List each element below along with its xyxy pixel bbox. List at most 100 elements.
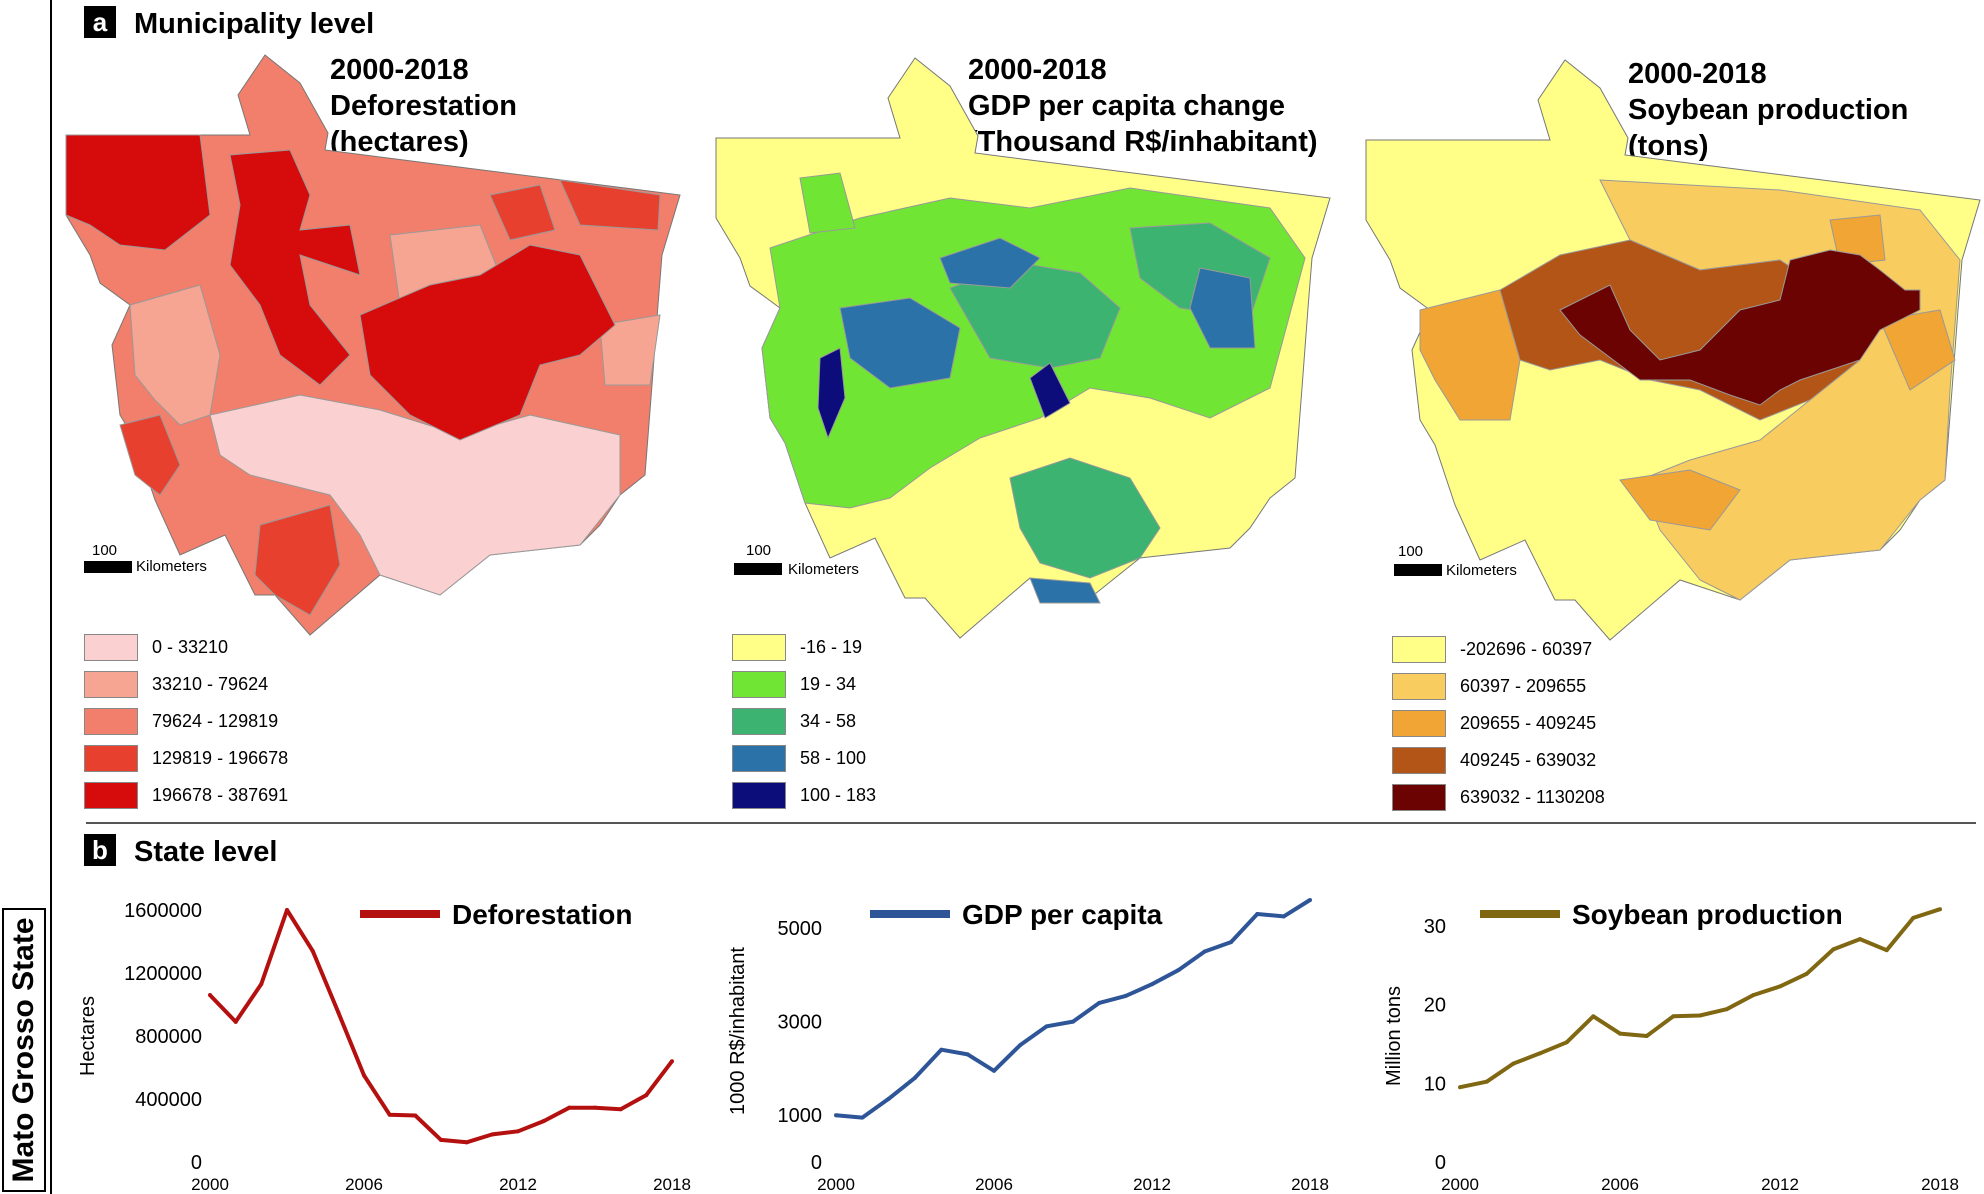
map-title-line: 2000-2018	[968, 54, 1107, 86]
y-tick-label: 10	[1424, 1073, 1446, 1095]
x-tick-label: 2006	[1601, 1175, 1639, 1194]
legend-label: 209655 - 409245	[1460, 713, 1597, 733]
side-label: Mato Grosso State	[7, 917, 40, 1183]
section-b-badge: b	[84, 834, 116, 866]
data-point	[1150, 982, 1154, 987]
map-title-line: 2000-2018	[1628, 58, 1767, 90]
scale-bar	[734, 563, 782, 575]
data-point	[567, 1105, 572, 1110]
data-point	[965, 1052, 970, 1057]
legend-swatch	[1392, 710, 1446, 737]
data-point	[1538, 1051, 1542, 1056]
series-line	[1459, 907, 1941, 1090]
y-tick-label: 0	[191, 1152, 202, 1174]
map-title-line: GDP per capita change	[968, 90, 1285, 122]
data-point	[1255, 912, 1260, 917]
data-point	[1618, 1031, 1622, 1036]
data-point	[1591, 1014, 1596, 1019]
data-point	[259, 982, 264, 987]
map-deforestation	[65, 54, 681, 636]
y-tick-label: 0	[1435, 1152, 1446, 1174]
map-title-line: Deforestation	[330, 90, 517, 122]
x-tick-label: 2000	[1441, 1175, 1479, 1194]
y-tick-label: 0	[811, 1152, 822, 1174]
region-mid	[599, 314, 661, 386]
chart-deforestation: 0 400000 800000 1200000 1600000 2000 2006 2012 2…	[77, 899, 691, 1194]
data-point	[1831, 947, 1836, 952]
region-blue	[1189, 267, 1256, 349]
data-point	[1724, 1007, 1729, 1012]
legend-swatch	[1392, 784, 1446, 811]
legend-swatch	[84, 782, 138, 809]
data-point	[1044, 1024, 1049, 1029]
legend-label: 19 - 34	[800, 674, 857, 694]
y-tick-label: 1000	[778, 1105, 823, 1127]
data-point	[644, 1093, 649, 1098]
data-point	[1308, 898, 1312, 902]
data-point	[1097, 1000, 1102, 1005]
legend-swatch	[84, 671, 138, 698]
scale-unit: Kilometers	[788, 561, 859, 578]
x-tick-label: 2018	[653, 1175, 691, 1194]
legend-label: 129819 - 196678	[152, 748, 289, 768]
region-navy	[817, 347, 846, 440]
region-orange	[1879, 309, 1956, 391]
region-mid	[129, 284, 221, 426]
section-a-badge: a	[84, 6, 116, 38]
data-point	[208, 993, 212, 998]
data-point	[1938, 907, 1942, 912]
map-title-line: (Thousand R$/inhabitant)	[968, 126, 1318, 158]
data-point	[1858, 937, 1862, 942]
map-title-line: 2000-2018	[330, 54, 469, 86]
data-point	[1484, 1079, 1489, 1084]
legend-label: 60397 - 209655	[1460, 676, 1587, 696]
data-point	[1071, 1019, 1075, 1024]
legend-swatch	[732, 708, 786, 735]
side-label-box	[2, 908, 46, 1192]
data-point	[1202, 949, 1207, 954]
region-mhigh	[119, 414, 181, 496]
x-tick-label: 2012	[499, 1175, 537, 1194]
scale-value: 100	[92, 542, 118, 559]
region-blue	[839, 297, 961, 389]
legend-swatch	[732, 745, 786, 772]
y-axis-label: 1000 R$/inhabitant	[727, 947, 749, 1115]
x-tick-label: 2000	[817, 1175, 855, 1194]
map-title-line: (hectares)	[330, 126, 469, 158]
data-point	[1884, 948, 1889, 953]
legend-swatch	[1392, 636, 1446, 663]
y-tick-label: 20	[1424, 995, 1446, 1017]
data-point	[336, 1010, 341, 1015]
section-divider	[86, 822, 1976, 824]
y-tick-label: 1600000	[124, 900, 202, 922]
scale-unit: Kilometers	[1446, 562, 1517, 579]
region-high	[229, 149, 361, 386]
data-point	[1698, 1013, 1702, 1018]
data-point	[516, 1129, 520, 1134]
region-high	[359, 244, 616, 441]
data-point	[1778, 984, 1782, 989]
region-mhigh	[254, 504, 341, 616]
section-a-title: Municipality level	[134, 8, 375, 40]
data-point	[1229, 940, 1233, 945]
legend-label: -202696 - 60397	[1460, 639, 1593, 659]
data-point	[1751, 993, 1756, 998]
data-point	[939, 1047, 944, 1052]
map-deforestation-title: 2000-2018 Deforestation (hectares)	[330, 52, 517, 160]
region-mhigh	[489, 184, 556, 241]
data-point	[1644, 1034, 1649, 1038]
y-tick-label: 1200000	[124, 963, 202, 985]
region-high	[65, 134, 211, 251]
y-tick-label: 400000	[135, 1089, 202, 1111]
data-point	[593, 1105, 597, 1110]
legend-label: 639032 - 1130208	[1460, 787, 1605, 807]
scale-bar	[84, 561, 132, 573]
legend-label: Soybean production	[1572, 899, 1843, 930]
data-point	[464, 1140, 469, 1145]
data-point	[1911, 915, 1916, 920]
x-tick-label: 2006	[345, 1175, 383, 1194]
map-title-line: Soybean production	[1628, 94, 1909, 126]
map-soybean-title: 2000-2018 Soybean production (tons)	[1628, 56, 1908, 164]
legend-label: 409245 - 639032	[1460, 750, 1597, 770]
legend-label: 34 - 58	[800, 711, 857, 731]
